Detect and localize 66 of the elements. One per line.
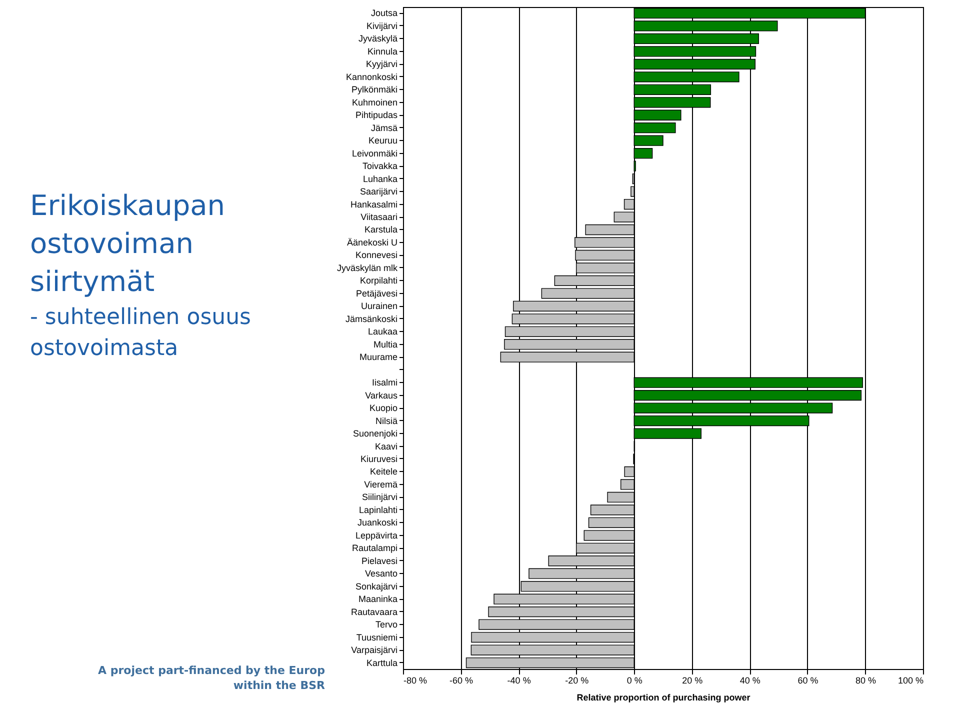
y-tick-label: Juankoski bbox=[357, 518, 398, 528]
y-tick-label: Kivijärvi bbox=[366, 20, 398, 31]
x-tick-label: 20 % bbox=[682, 676, 703, 686]
y-tick-label: Siilinjärvi bbox=[362, 492, 398, 502]
y-tick-label: Tuusniemi bbox=[356, 632, 398, 642]
y-tick-label: Laukaa bbox=[368, 326, 398, 337]
y-tick-label: Toivakka bbox=[362, 161, 398, 172]
y-tick-label: Kaavi bbox=[374, 441, 398, 452]
y-tick-label: Kuhmoinen bbox=[352, 97, 398, 108]
y-tick-label: Kinnula bbox=[367, 46, 398, 56]
text: - suhteellinen osuus ostovoimasta bbox=[30, 305, 251, 361]
y-tick-label: Luhanka bbox=[362, 174, 398, 184]
y-tick-label: Vieremä bbox=[364, 479, 398, 490]
y-tick-label: Suonenjoki bbox=[352, 428, 398, 439]
x-tick-label: 100 % bbox=[898, 676, 924, 686]
y-tick-label: Pylkönmäki bbox=[351, 84, 398, 95]
y-tick-label: Tervo bbox=[375, 620, 398, 630]
y-tick-label: Vesanto bbox=[364, 568, 398, 579]
y-tick-label: Konnevesi bbox=[355, 250, 398, 260]
text: Erikoiskaupan ostovoiman siirtymät bbox=[30, 189, 226, 298]
y-tick-label: Jämsä bbox=[370, 122, 398, 133]
y-tick-label: Saarijärvi bbox=[360, 186, 398, 197]
y-tick-label: Kiuruvesi bbox=[360, 454, 398, 464]
y-tick-label: Karttula bbox=[366, 658, 398, 668]
x-tick-label: 40 % bbox=[740, 676, 760, 686]
x-tick-label: -40 % bbox=[507, 676, 531, 686]
x-tick-label: 60 % bbox=[798, 676, 818, 686]
x-tick-label: -60 % bbox=[450, 676, 474, 686]
y-tick-label: Hankasalmi bbox=[350, 199, 398, 210]
y-tick-label: Petäjävesi bbox=[356, 288, 398, 298]
y-tick-label: Uurainen bbox=[360, 301, 398, 312]
text: within the BSR bbox=[233, 679, 326, 692]
y-tick-label: Sonkajärvi bbox=[355, 581, 398, 592]
y-tick-label: Keitele bbox=[370, 466, 398, 477]
x-tick-label: 80 % bbox=[855, 676, 876, 686]
y-tick-label: Karstula bbox=[364, 224, 398, 235]
y-tick-label: Joutsa bbox=[370, 8, 398, 18]
x-axis-title: Relative proportion of purchasing power bbox=[576, 692, 751, 702]
text: A project part-financed by the Europ bbox=[98, 664, 326, 677]
y-tick-label: Maaninka bbox=[358, 594, 398, 604]
x-tick-label: -80 % bbox=[404, 676, 428, 686]
y-tick-label: Rautalampi bbox=[352, 543, 398, 554]
y-tick-label: Rautavaara bbox=[350, 606, 398, 617]
y-tick-label: Keuruu bbox=[368, 136, 398, 146]
y-tick-label: Varpaisjärvi bbox=[351, 645, 398, 656]
y-tick-label: Kannonkoski bbox=[346, 72, 398, 82]
y-tick-label: Korpilahti bbox=[360, 276, 398, 286]
y-tick-label: Varkaus bbox=[365, 390, 398, 400]
y-tick-label: Pielavesi bbox=[361, 556, 398, 566]
y-tick-label: Muurame bbox=[359, 352, 398, 362]
y-tick-label: Lapinlahti bbox=[358, 504, 398, 515]
y-tick-label: Nilsiä bbox=[375, 416, 398, 426]
y-tick-label: Jyväskylän mlk bbox=[336, 262, 398, 273]
y-tick-label: Multia bbox=[373, 339, 398, 350]
y-tick-label: Jämsänkoski bbox=[345, 314, 398, 324]
y-tick-label: Pihtipudas bbox=[355, 110, 398, 120]
y-tick-label: Leppävirta bbox=[355, 530, 398, 540]
y-tick-label: Iisalmi bbox=[372, 378, 398, 388]
y-tick-label: Kyyjärvi bbox=[366, 59, 398, 70]
y-tick-label: Jyväskylä bbox=[358, 34, 398, 44]
y-tick-label: Äänekoski U bbox=[346, 237, 398, 248]
y-tick-label: Kuopio bbox=[369, 403, 398, 414]
y-tick-label: Leivonmäki bbox=[352, 148, 398, 158]
x-tick-label: -20 % bbox=[565, 676, 589, 686]
x-tick-label: 0 % bbox=[626, 676, 642, 686]
y-tick-label: Viitasaari bbox=[360, 212, 398, 222]
